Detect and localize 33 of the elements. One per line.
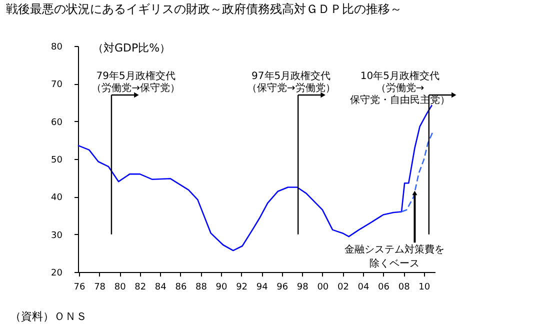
ref-line-label: 10年5月政権交代（労働党→保守党・自由民主党）	[350, 70, 450, 106]
x-tick-label: 90	[216, 282, 228, 292]
x-tick-label: 06	[378, 282, 390, 292]
ref-line-label: 97年5月政権交代（保守党→労働党）	[246, 70, 336, 94]
y-tick-label: 70	[51, 80, 63, 90]
y-tick-label: 60	[51, 118, 63, 128]
x-tick-label: 98	[296, 282, 309, 292]
x-tick-label: 02	[337, 282, 349, 292]
x-tick-label: 76	[74, 282, 86, 292]
x-tick-label: 94	[256, 282, 268, 292]
x-tick-label: 00	[317, 282, 329, 292]
x-tick-label: 88	[195, 282, 208, 292]
line-series	[400, 130, 434, 212]
x-tick-label: 08	[398, 282, 410, 292]
x-tick-label: 04	[358, 282, 370, 292]
x-tick-label: 96	[276, 282, 288, 292]
annotation: 金融システム対策費を除くベース	[344, 243, 445, 270]
x-tick-label: 82	[134, 282, 146, 292]
chart-title: 戦後最悪の状況にあるイギリスの財政～政府債務残高対ＧＤＰ比の推移～	[6, 2, 402, 16]
x-tick-label: 78	[94, 282, 106, 292]
y-tick-label: 20	[51, 268, 63, 278]
x-tick-label: 80	[114, 282, 126, 292]
ref-line-label: 79年5月政権交代（労働党→保守党）	[92, 70, 180, 94]
y-tick-label: 80	[51, 42, 63, 52]
text: （資料）ＯＮＳ	[10, 310, 87, 323]
y-tick-label: 30	[51, 230, 63, 241]
y-tick-label: 40	[51, 193, 63, 204]
x-tick-label: 84	[154, 282, 167, 292]
x-tick-label: 92	[236, 282, 248, 292]
x-tick-label: 86	[175, 282, 187, 292]
x-tick-label: 10	[418, 282, 430, 292]
y-tick-label: 50	[51, 156, 63, 166]
y-axis-title: （対GDP比%）	[92, 42, 171, 54]
